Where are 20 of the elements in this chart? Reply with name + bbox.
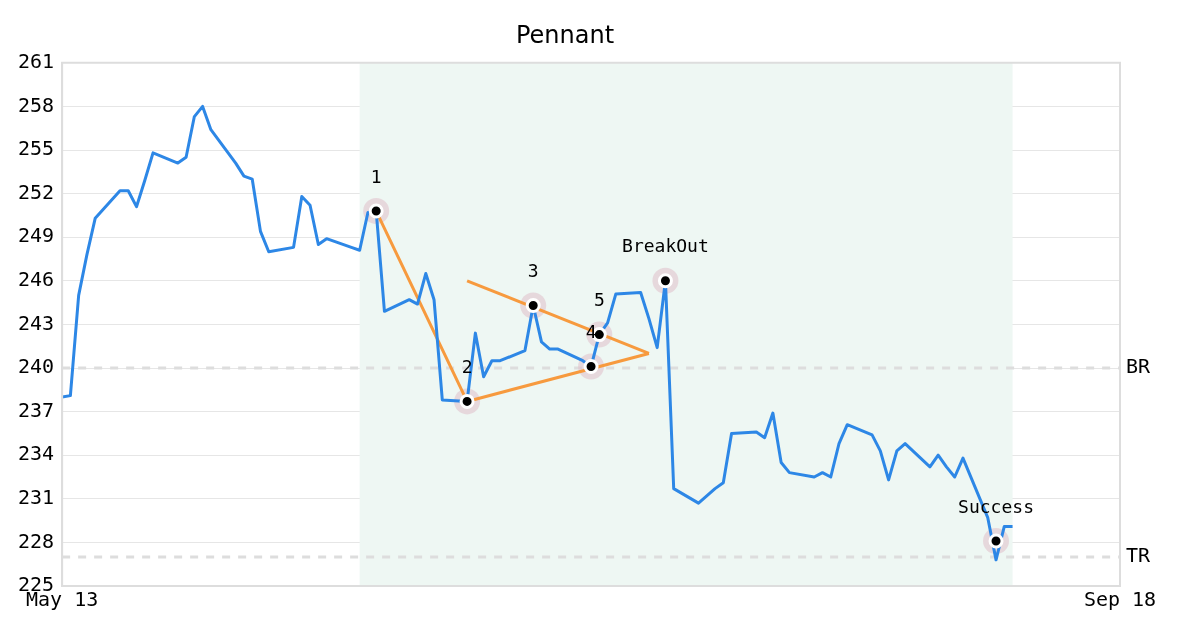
y-tick-label: 246 <box>18 267 55 291</box>
annotation: 3 <box>527 260 539 282</box>
y-tick-label: 228 <box>18 528 55 553</box>
ref-line-label: BR <box>1126 354 1152 379</box>
y-tick-label: 258 <box>18 92 55 117</box>
x-tick-label: Sep 18 <box>1083 587 1157 612</box>
y-tick-label: 237 <box>18 397 55 422</box>
y-tick-label: 255 <box>18 136 55 161</box>
y-tick-label: 261 <box>18 49 55 73</box>
y-tick-label: 252 <box>18 179 55 204</box>
ref-line-label: TR <box>1126 543 1152 568</box>
y-tick-label: 234 <box>18 441 55 466</box>
y-tick-label: 243 <box>18 310 55 335</box>
y-tick-label: 240 <box>18 354 55 379</box>
y-tick-label: 231 <box>18 485 55 509</box>
annotation: 1 <box>370 165 382 187</box>
y-tick-label: 249 <box>18 223 55 248</box>
annotation: 5 <box>593 289 605 311</box>
chart-title: Pennant <box>515 20 615 49</box>
annotation: BreakOut <box>622 235 709 257</box>
